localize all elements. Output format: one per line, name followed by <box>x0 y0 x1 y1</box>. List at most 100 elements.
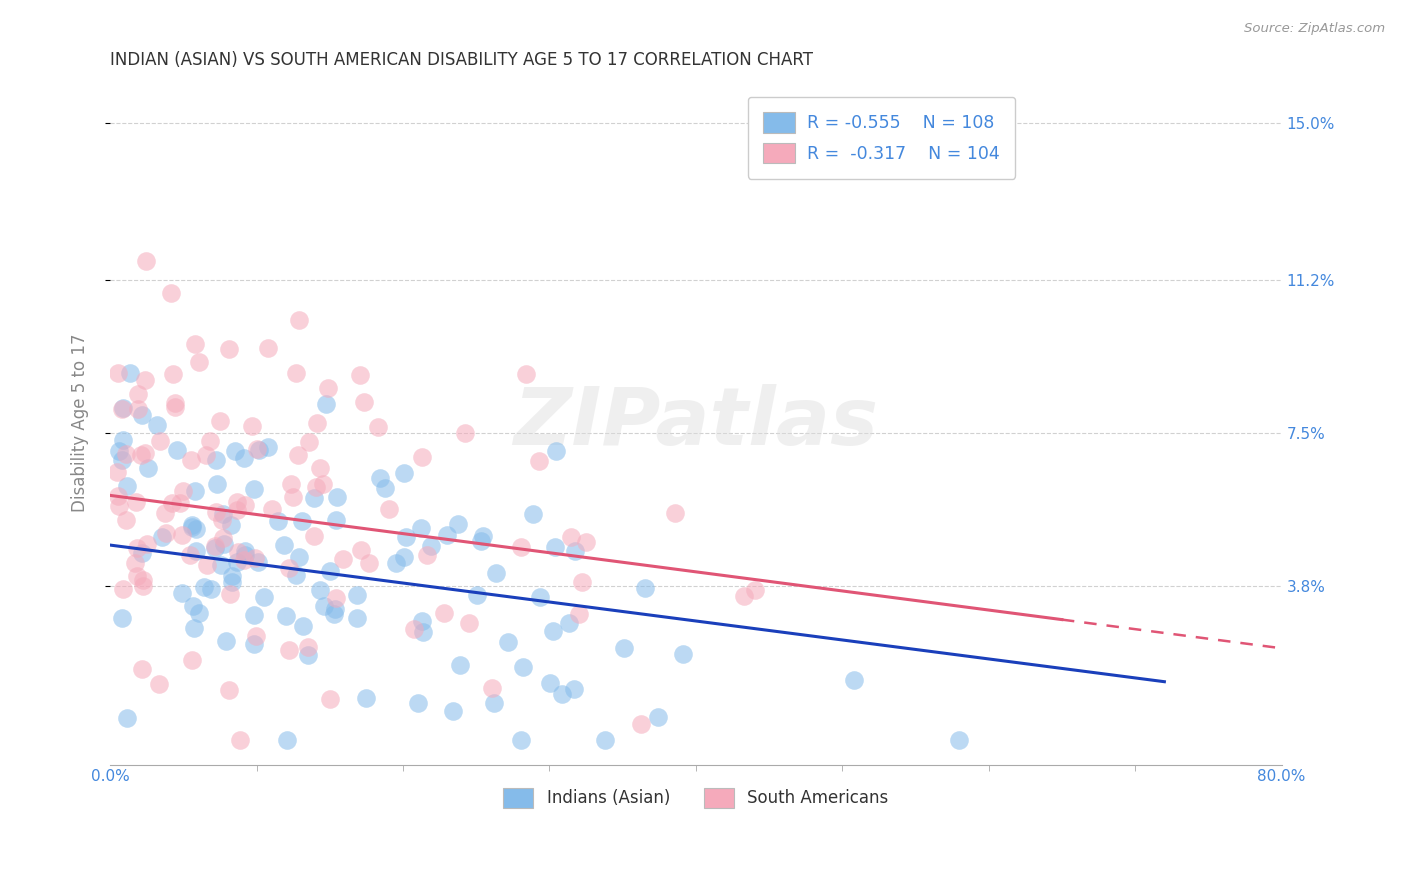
Indians (Asian) <box>111 401 134 416</box>
Indians (Asian) <box>212 507 235 521</box>
Indians (Asian) <box>374 481 396 495</box>
Indians (Asian) <box>233 544 256 558</box>
Indians (Asian) <box>613 640 636 655</box>
Indians (Asian) <box>111 452 134 467</box>
South Americans <box>416 548 439 562</box>
Indians (Asian) <box>564 544 586 558</box>
Indians (Asian) <box>395 530 418 544</box>
Indians (Asian) <box>412 625 434 640</box>
South Americans <box>135 254 157 268</box>
South Americans <box>245 550 267 565</box>
Indians (Asian) <box>131 409 153 423</box>
Indians (Asian) <box>108 444 131 458</box>
Indians (Asian) <box>205 477 228 491</box>
Indians (Asian) <box>224 443 246 458</box>
Indians (Asian) <box>181 599 204 613</box>
Indians (Asian) <box>326 490 349 504</box>
South Americans <box>309 461 332 475</box>
South Americans <box>160 285 183 300</box>
South Americans <box>226 545 249 559</box>
Indians (Asian) <box>948 732 970 747</box>
Indians (Asian) <box>544 540 567 554</box>
South Americans <box>226 495 249 509</box>
Indians (Asian) <box>111 611 134 625</box>
Indians (Asian) <box>436 528 458 542</box>
South Americans <box>136 537 159 551</box>
Indians (Asian) <box>441 704 464 718</box>
South Americans <box>179 548 201 562</box>
Indians (Asian) <box>276 732 298 747</box>
South Americans <box>575 535 598 549</box>
South Americans <box>131 662 153 676</box>
South Americans <box>125 495 148 509</box>
Indians (Asian) <box>205 453 228 467</box>
South Americans <box>165 396 187 410</box>
Indians (Asian) <box>538 676 561 690</box>
Text: ZIPatlas: ZIPatlas <box>513 384 879 462</box>
Indians (Asian) <box>204 541 226 555</box>
South Americans <box>411 450 433 464</box>
South Americans <box>148 677 170 691</box>
South Americans <box>458 616 481 631</box>
South Americans <box>205 505 228 519</box>
South Americans <box>359 556 381 570</box>
Indians (Asian) <box>551 687 574 701</box>
South Americans <box>134 446 156 460</box>
South Americans <box>115 446 138 460</box>
South Americans <box>134 373 156 387</box>
South Americans <box>510 540 533 554</box>
South Americans <box>129 448 152 462</box>
Indians (Asian) <box>346 611 368 625</box>
South Americans <box>111 402 134 417</box>
South Americans <box>664 506 686 520</box>
Indians (Asian) <box>186 522 208 536</box>
Indians (Asian) <box>152 530 174 544</box>
South Americans <box>277 560 299 574</box>
Indians (Asian) <box>522 508 544 522</box>
Indians (Asian) <box>233 548 256 562</box>
South Americans <box>316 381 339 395</box>
Indians (Asian) <box>111 433 134 447</box>
South Americans <box>204 539 226 553</box>
South Americans <box>367 420 389 434</box>
South Americans <box>218 342 240 356</box>
South Americans <box>212 531 235 545</box>
Indians (Asian) <box>221 569 243 583</box>
South Americans <box>218 682 240 697</box>
South Americans <box>165 400 187 414</box>
Indians (Asian) <box>247 555 270 569</box>
Indians (Asian) <box>131 545 153 559</box>
South Americans <box>111 582 134 596</box>
South Americans <box>211 513 233 527</box>
Indians (Asian) <box>354 691 377 706</box>
Indians (Asian) <box>496 635 519 649</box>
South Americans <box>630 717 652 731</box>
Indians (Asian) <box>187 606 209 620</box>
South Americans <box>280 477 302 491</box>
South Americans <box>353 394 375 409</box>
South Americans <box>125 541 148 555</box>
Indians (Asian) <box>118 366 141 380</box>
Indians (Asian) <box>409 521 432 535</box>
South Americans <box>160 495 183 509</box>
Indians (Asian) <box>325 513 347 527</box>
Indians (Asian) <box>266 514 288 528</box>
Indians (Asian) <box>242 482 264 496</box>
South Americans <box>560 530 582 544</box>
Indians (Asian) <box>276 609 298 624</box>
Indians (Asian) <box>323 607 346 622</box>
Indians (Asian) <box>302 491 325 505</box>
Indians (Asian) <box>297 648 319 662</box>
Indians (Asian) <box>449 657 471 672</box>
South Americans <box>240 418 263 433</box>
Indians (Asian) <box>115 479 138 493</box>
South Americans <box>332 552 354 566</box>
South Americans <box>155 525 177 540</box>
South Americans <box>180 653 202 667</box>
South Americans <box>454 425 477 440</box>
Indians (Asian) <box>672 647 695 661</box>
Indians (Asian) <box>183 484 205 499</box>
South Americans <box>107 489 129 503</box>
South Americans <box>402 622 425 636</box>
Indians (Asian) <box>288 550 311 565</box>
